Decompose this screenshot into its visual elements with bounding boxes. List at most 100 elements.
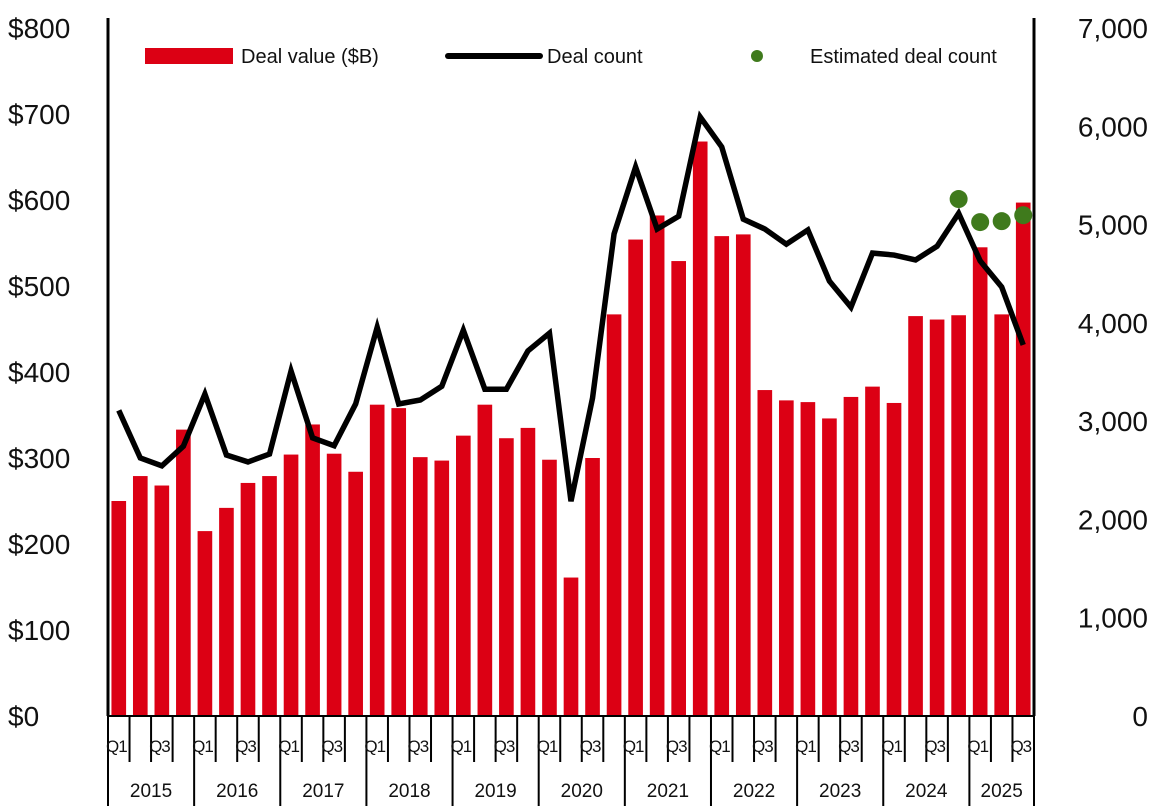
bar (628, 239, 643, 716)
bar (348, 471, 363, 716)
left-tick-label: $200 (8, 529, 70, 560)
left-tick-label: $500 (8, 271, 70, 302)
scatter-series (949, 190, 1033, 232)
year-label: 2015 (130, 781, 172, 802)
bar (929, 319, 945, 716)
bar (649, 215, 665, 717)
estimated-point (1014, 206, 1033, 225)
bar (994, 314, 1010, 716)
left-tick-label: $0 (8, 701, 39, 732)
quarter-label: Q3 (321, 737, 342, 756)
bar (369, 404, 385, 716)
legend-label-estimated: Estimated deal count (810, 46, 997, 68)
estimated-point (971, 213, 990, 232)
line-series (116, 110, 1026, 502)
bar (886, 402, 902, 716)
bar (520, 427, 536, 716)
bar (262, 476, 277, 716)
bar (219, 507, 234, 716)
left-tick-label: $600 (8, 185, 70, 216)
left-tick-label: $300 (8, 443, 70, 474)
quarter-label: Q1 (537, 737, 558, 756)
year-label: 2025 (981, 781, 1023, 802)
right-tick-label: 6,000 (1078, 111, 1148, 142)
bar (132, 476, 148, 716)
legend: Deal value ($B) Deal count Estimated dea… (145, 46, 997, 68)
quarter-label: Q3 (924, 737, 945, 756)
right-tick-label: 2,000 (1078, 504, 1148, 535)
quarter-label: Q3 (149, 737, 170, 756)
bar (283, 454, 299, 716)
bar (499, 438, 514, 716)
left-tick-label: $700 (8, 99, 70, 130)
quarter-label: Q1 (278, 737, 299, 756)
legend-swatch-deal-value (145, 48, 233, 64)
quarter-label: Q3 (666, 737, 687, 756)
legend-swatch-estimated (751, 50, 763, 62)
bar (671, 261, 686, 716)
quarter-label: Q3 (1010, 737, 1031, 756)
bar (843, 396, 859, 716)
quarter-label: Q3 (235, 737, 256, 756)
quarter-label: Q3 (407, 737, 428, 756)
bar (1015, 202, 1031, 716)
quarter-label: Q1 (795, 737, 816, 756)
year-label: 2021 (647, 781, 689, 802)
left-tick-label: $100 (8, 615, 70, 646)
bar (692, 141, 708, 716)
bar (865, 386, 880, 716)
year-label: 2016 (216, 781, 258, 802)
bar (972, 247, 988, 717)
bar (606, 314, 622, 716)
quarter-label: Q1 (709, 737, 730, 756)
quarter-label: Q3 (580, 737, 601, 756)
quarter-label: Q1 (106, 737, 127, 756)
bar (111, 501, 127, 716)
year-label: 2018 (388, 781, 430, 802)
quarter-label: Q1 (451, 737, 472, 756)
quarter-label: Q3 (752, 737, 773, 756)
bar (456, 435, 471, 716)
year-label: 2017 (302, 781, 344, 802)
bar (391, 408, 407, 716)
bar (176, 429, 191, 716)
quarter-label: Q1 (364, 737, 385, 756)
year-label: 2020 (561, 781, 603, 802)
year-label: 2019 (474, 781, 516, 802)
bar (822, 418, 837, 716)
bar (800, 402, 816, 716)
legend-label-deal-value: Deal value ($B) (241, 46, 379, 68)
bar (714, 236, 730, 716)
quarter-label: Q3 (494, 737, 515, 756)
bar (563, 577, 579, 716)
estimated-point (992, 212, 1011, 231)
deal-count-line (116, 110, 1026, 502)
quarter-label: Q1 (967, 737, 988, 756)
bar (412, 457, 428, 716)
estimated-point (949, 190, 968, 209)
bar-series (111, 141, 1031, 717)
right-tick-label: 5,000 (1078, 210, 1148, 241)
quarter-label: Q3 (838, 737, 859, 756)
right-tick-label: 7,000 (1078, 13, 1148, 44)
left-tick-label: $800 (8, 13, 70, 44)
year-label: 2023 (819, 781, 861, 802)
quarter-label: Q1 (881, 737, 902, 756)
quarter-label: Q1 (192, 737, 213, 756)
right-tick-label: 4,000 (1078, 308, 1148, 339)
legend-label-deal-count: Deal count (547, 46, 643, 68)
right-tick-label: 1,000 (1078, 603, 1148, 634)
bar (585, 458, 600, 716)
right-tick-label: 0 (1132, 701, 1148, 732)
bar (542, 459, 557, 716)
year-label: 2022 (733, 781, 775, 802)
year-label: 2024 (905, 781, 948, 802)
bar (154, 485, 170, 716)
bar (434, 460, 450, 716)
axes: $0 $100 $200 $300 $400 $500 $600 $700 $800 0 1,000… (8, 13, 1148, 806)
bar (757, 390, 773, 716)
left-tick-label: $400 (8, 357, 70, 388)
bar (477, 404, 493, 716)
right-tick-label: 3,000 (1078, 406, 1148, 437)
